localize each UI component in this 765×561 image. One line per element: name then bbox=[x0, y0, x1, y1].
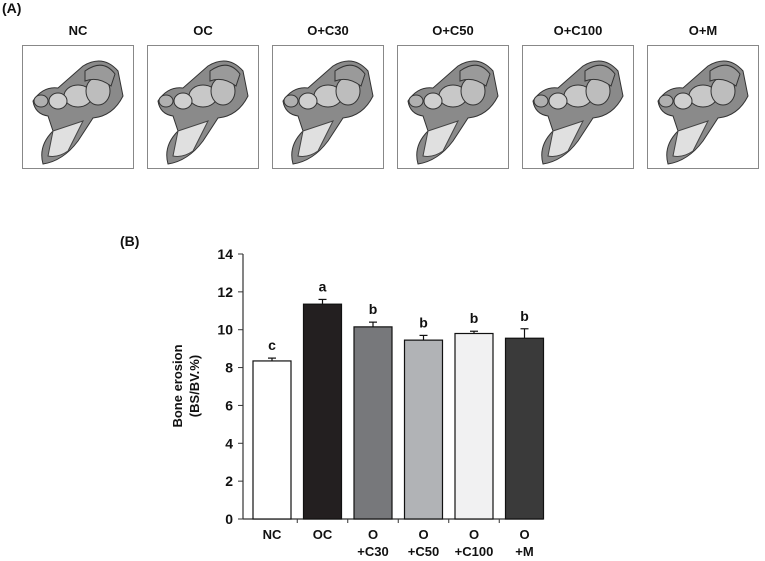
bone-scan-image bbox=[272, 45, 384, 169]
bar bbox=[504, 337, 545, 520]
significance-label: b bbox=[470, 310, 479, 326]
bar bbox=[403, 339, 444, 520]
x-tick-label: O bbox=[368, 527, 378, 542]
bone-scan-image bbox=[147, 45, 259, 169]
image-label: OC bbox=[193, 23, 213, 38]
significance-label: b bbox=[419, 314, 428, 330]
bone-scan-image bbox=[647, 45, 759, 169]
y-tick-label: 2 bbox=[225, 473, 233, 489]
bar bbox=[252, 360, 292, 520]
significance-label: b bbox=[369, 301, 378, 317]
significance-label: c bbox=[268, 337, 276, 353]
y-tick-label: 6 bbox=[225, 397, 233, 413]
y-tick-label: 4 bbox=[225, 435, 233, 451]
bar bbox=[454, 332, 494, 520]
bar bbox=[302, 303, 343, 520]
x-tick-label: +C50 bbox=[408, 544, 439, 559]
y-tick-label: 8 bbox=[225, 360, 233, 376]
x-tick-label: +C30 bbox=[357, 544, 388, 559]
y-tick-label: 12 bbox=[217, 284, 233, 300]
x-tick-label: NC bbox=[263, 527, 282, 542]
image-label: O+M bbox=[688, 23, 718, 38]
image-label: NC bbox=[68, 23, 88, 38]
image-label: O+C100 bbox=[553, 23, 603, 38]
bone-scan-image bbox=[397, 45, 509, 169]
image-label: O+C50 bbox=[432, 23, 474, 38]
x-tick-label: +M bbox=[515, 544, 533, 559]
x-tick-label: O bbox=[418, 527, 428, 542]
y-axis-label: Bone erosion bbox=[170, 344, 185, 427]
x-tick-label: O bbox=[519, 527, 529, 542]
panel-b-label: (B) bbox=[120, 233, 140, 249]
image-label: O+C30 bbox=[307, 23, 349, 38]
significance-label: b bbox=[520, 308, 529, 324]
x-tick-label: O bbox=[469, 527, 479, 542]
y-tick-label: 14 bbox=[217, 246, 233, 262]
x-tick-label: +C100 bbox=[455, 544, 494, 559]
bone-scan-image bbox=[22, 45, 134, 169]
bone-scan-image bbox=[522, 45, 634, 169]
y-axis-label: (BS/BV.%) bbox=[187, 355, 202, 417]
panel-a-label: (A) bbox=[2, 0, 22, 16]
significance-label: a bbox=[319, 278, 327, 294]
y-tick-label: 0 bbox=[225, 511, 233, 527]
y-tick-label: 10 bbox=[217, 322, 233, 338]
x-tick-label: OC bbox=[313, 527, 333, 542]
bar bbox=[353, 326, 393, 520]
